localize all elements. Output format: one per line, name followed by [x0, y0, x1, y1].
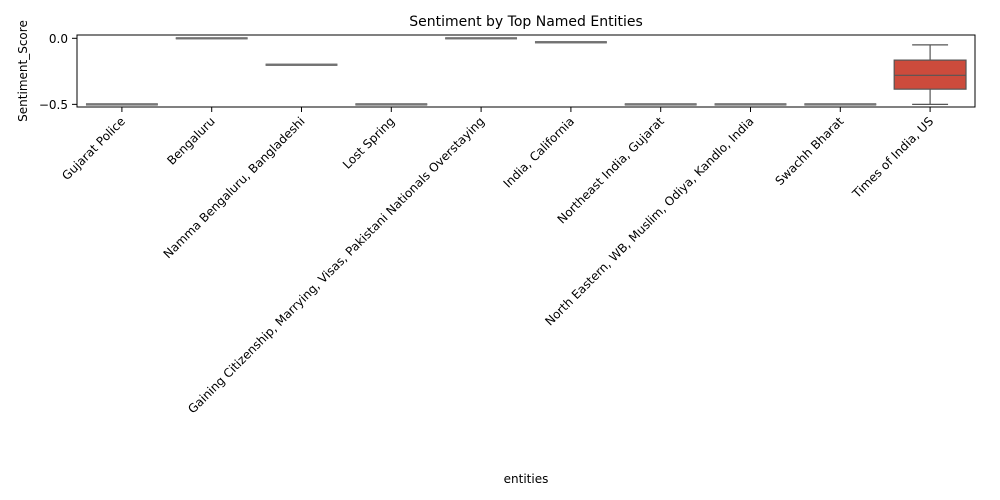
plot-marks [85, 37, 967, 106]
x-tick-label: North Eastern, WB, Muslim, Odiya, Kandlo… [542, 114, 756, 328]
y-tick-label: 0.0 [49, 32, 68, 46]
x-tick-label: India, California [501, 114, 577, 190]
chart-title: Sentiment by Top Named Entities [409, 14, 643, 30]
x-tick-label: Lost Spring [340, 114, 397, 171]
x-axis-label: entities [504, 472, 549, 486]
y-axis-label: Sentiment_Score [16, 20, 30, 122]
y-tick-label: −0.5 [39, 98, 68, 112]
box-body [893, 59, 967, 90]
x-tick-label: Times of India, US [849, 114, 936, 201]
plot-frame [76, 34, 976, 108]
box-10 [893, 44, 967, 105]
x-tick-label: Gujarat Police [59, 114, 128, 183]
x-tick-label: Bengaluru [164, 114, 218, 168]
x-tick-label: Gaining Citizenship, Marrying, Visas, Pa… [185, 114, 487, 416]
x-tick-label: Swachh Bharat [772, 114, 846, 188]
y-axis: 0.0 −0.5 [39, 32, 77, 112]
x-tick-label: Namma Bengaluru, Bangladeshi [161, 114, 308, 261]
